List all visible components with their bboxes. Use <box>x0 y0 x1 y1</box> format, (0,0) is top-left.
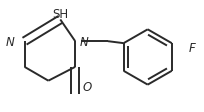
Text: O: O <box>82 80 91 93</box>
Text: N: N <box>80 35 89 48</box>
Text: N: N <box>6 35 15 48</box>
Text: SH: SH <box>52 8 68 20</box>
Text: F: F <box>188 41 195 54</box>
